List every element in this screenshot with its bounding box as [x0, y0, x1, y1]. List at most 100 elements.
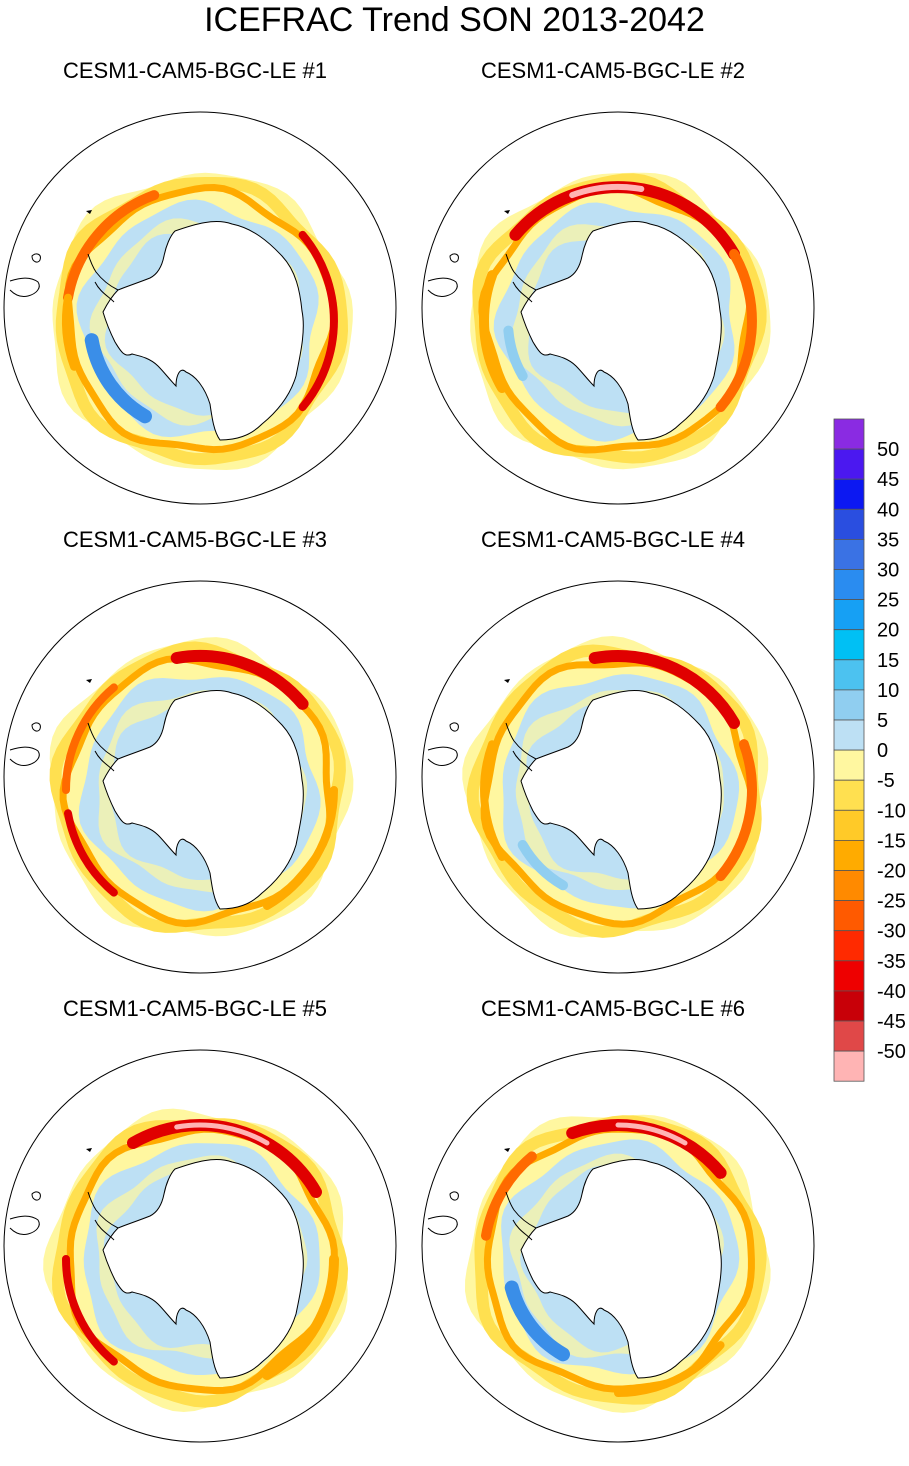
panel-title-4: CESM1-CAM5-BGC-LE #4 — [480, 527, 746, 552]
antarctica-coastline — [520, 690, 722, 910]
antarctic-peninsula-coastline — [87, 253, 119, 303]
falkland-islands — [31, 253, 41, 263]
colorbar-box — [833, 870, 865, 902]
panel-title-3: CESM1-CAM5-BGC-LE #3 — [62, 527, 328, 552]
antarctic-peninsula-coastline — [87, 1191, 119, 1241]
falkland-islands — [31, 722, 41, 732]
colorbar-label: 30 — [877, 560, 899, 582]
trend-arc-negative — [614, 1341, 725, 1397]
panel-title-6: CESM1-CAM5-BGC-LE #6 — [480, 996, 746, 1021]
antarctic-peninsula-coastline — [505, 722, 537, 772]
trend-arc-negative — [262, 1254, 339, 1380]
ice-band-orange — [64, 183, 338, 454]
polar-map-4 — [421, 580, 815, 974]
colorbar-box — [833, 629, 865, 661]
trend-arc-negative — [479, 270, 507, 393]
colorbar-label: -40 — [877, 981, 906, 1003]
trend-arc-negative — [174, 1122, 270, 1146]
antarctica-coastline — [102, 221, 304, 441]
falkland-islands — [31, 1191, 41, 1201]
south-america-tip — [9, 1215, 40, 1235]
trend-arc-negative — [62, 683, 118, 794]
trend-arc-negative — [588, 650, 740, 729]
trend-arc-negative — [480, 740, 506, 861]
antarctic-peninsula-coastline — [87, 722, 119, 772]
colorbar-label: 35 — [877, 529, 899, 551]
colorbar-box — [833, 809, 865, 841]
south-america-tip — [9, 746, 40, 766]
colorbar-box — [833, 839, 865, 871]
trend-arc-negative — [170, 650, 309, 710]
south-georgia — [86, 210, 92, 214]
antarctica-coastline — [520, 1159, 722, 1379]
colorbar-box — [833, 900, 865, 932]
panel-title-2: CESM1-CAM5-BGC-LE #2 — [480, 58, 746, 83]
colorbar-label: 25 — [877, 590, 899, 612]
south-america-tip — [427, 1215, 458, 1235]
south-georgia — [504, 210, 510, 214]
south-georgia — [86, 679, 92, 683]
colorbar-label: 45 — [877, 469, 899, 491]
colorbar-label: 20 — [877, 620, 899, 642]
colorbar-box — [833, 478, 865, 510]
trend-arc-positive — [504, 1280, 570, 1362]
ice-band-yellow — [55, 177, 349, 466]
map-panel-1: CESM1-CAM5-BGC-LE #1 — [0, 58, 410, 528]
colorbar-box — [833, 569, 865, 601]
south-georgia — [86, 1148, 92, 1152]
colorbar-box — [833, 960, 865, 992]
colorbar-box — [833, 719, 865, 751]
falkland-islands — [449, 722, 459, 732]
colorbar-box — [833, 1020, 865, 1052]
south-america-tip — [427, 277, 458, 297]
colorbar-label: 40 — [877, 499, 899, 521]
map-panel-5: CESM1-CAM5-BGC-LE #5 — [0, 996, 410, 1466]
south-america-tip — [427, 746, 458, 766]
antarctic-peninsula-coastline — [505, 253, 537, 303]
colorbar-label: -45 — [877, 1011, 906, 1033]
colorbar-box — [833, 508, 865, 540]
south-america-tip — [9, 277, 40, 297]
polar-map-5 — [3, 1049, 397, 1443]
colorbar-box — [833, 539, 865, 570]
colorbar-label: -35 — [877, 951, 906, 973]
south-georgia — [504, 679, 510, 683]
colorbar-box — [833, 930, 865, 962]
colorbar-label: 0 — [877, 740, 888, 762]
colorbar-label: 15 — [877, 650, 899, 672]
colorbar-label: -10 — [877, 800, 906, 822]
colorbar-label: -30 — [877, 921, 906, 943]
colorbar-label: 50 — [877, 439, 899, 461]
antarctica-coastline — [102, 1159, 304, 1379]
colorbar-label: -15 — [877, 830, 906, 852]
polar-map-2 — [421, 111, 815, 505]
colorbar-box — [833, 1050, 865, 1082]
colorbar: 50454035302520151050-5-10-15-20-25-30-35… — [833, 418, 906, 1082]
antarctica-coastline — [520, 221, 722, 441]
colorbar-box — [833, 418, 865, 450]
trend-arc-negative — [62, 293, 79, 371]
colorbar-label: -50 — [877, 1041, 906, 1063]
trend-arc-negative — [481, 1151, 537, 1241]
colorbar-label: -20 — [877, 861, 906, 883]
panel-title-1: CESM1-CAM5-BGC-LE #1 — [62, 58, 328, 83]
map-panel-2: CESM1-CAM5-BGC-LE #2 — [418, 58, 828, 528]
trend-arc-negative — [715, 249, 757, 413]
figure-title: ICEFRAC Trend SON 2013-2042 — [204, 1, 705, 39]
falkland-islands — [449, 253, 459, 263]
trend-arc-negative — [62, 1255, 118, 1366]
colorbar-box — [833, 448, 865, 480]
colorbar-box — [833, 689, 865, 721]
antarctica-coastline — [102, 690, 304, 910]
polar-map-1 — [3, 111, 397, 505]
trend-arc-negative — [298, 230, 338, 412]
trend-arc-positive — [503, 325, 528, 381]
colorbar-label: 10 — [877, 680, 899, 702]
trend-arc-negative — [569, 184, 645, 199]
south-georgia — [504, 1148, 510, 1152]
map-panel-6: CESM1-CAM5-BGC-LE #6 — [418, 996, 828, 1466]
trend-arc-negative — [263, 786, 338, 910]
antarctic-peninsula-coastline — [505, 1191, 537, 1241]
trend-arc-negative — [715, 739, 757, 882]
map-panel-4: CESM1-CAM5-BGC-LE #4 — [418, 527, 828, 997]
